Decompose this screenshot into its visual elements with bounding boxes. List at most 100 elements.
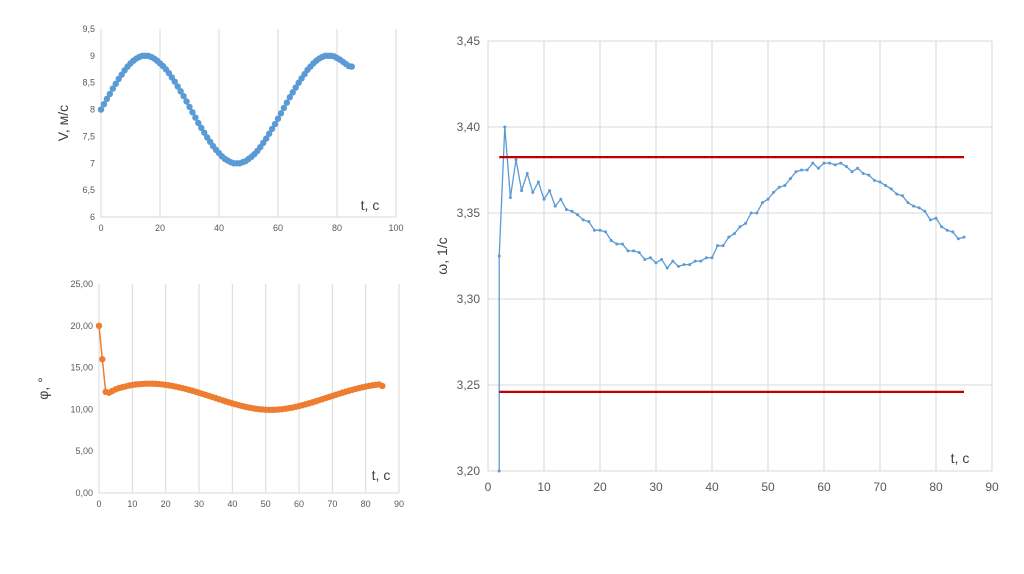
- data-point: [103, 95, 111, 103]
- data-point: [497, 469, 501, 473]
- x-tick-label: 40: [705, 480, 719, 494]
- y-tick-label: 25,00: [70, 279, 93, 289]
- x-tick-label: 50: [761, 480, 775, 494]
- data-point: [643, 257, 647, 261]
- chart-velocity: 0 20 40 60 80 100 6 6,5 7 7,5 8 8,5 9 9,5 t, с V, м/с: [55, 24, 404, 233]
- data-point: [772, 190, 776, 194]
- data-point: [738, 225, 742, 229]
- data-point: [274, 115, 282, 122]
- data-point: [732, 232, 736, 236]
- data-point: [109, 85, 117, 92]
- x-axis-title: t, с: [372, 467, 391, 483]
- y-tick-label: 0,00: [75, 488, 93, 498]
- x-tick-label: 30: [194, 499, 204, 509]
- data-point: [917, 206, 921, 210]
- y-tick-label: 8: [90, 105, 95, 115]
- x-tick-label: 70: [873, 480, 887, 494]
- x-tick-label: 80: [332, 223, 342, 233]
- data-point: [867, 173, 871, 177]
- data-point: [189, 109, 196, 116]
- data-point: [878, 180, 882, 184]
- data-point: [570, 209, 574, 213]
- data-point: [604, 230, 608, 234]
- x-tick-label: 20: [593, 480, 607, 494]
- data-point: [671, 259, 675, 263]
- data-point: [934, 216, 938, 220]
- data-point: [95, 322, 103, 329]
- chart-angle: 0 10 20 30 40 50 60 70 80 90 0,00 5,00 10,00 15,00 20,…: [35, 279, 404, 509]
- x-tick-label: 100: [388, 223, 403, 233]
- data-point: [945, 228, 949, 232]
- chart-omega: 0 10 20 30 40 50 60 70 80 90 3,20 3,25 3,30 3,35 3,40 3…: [434, 34, 999, 494]
- data-point: [951, 230, 955, 234]
- data-point: [956, 237, 960, 241]
- series-line: [98, 325, 383, 411]
- x-tick-label: 0: [96, 499, 101, 509]
- data-point: [97, 106, 105, 113]
- data-point: [263, 135, 270, 142]
- data-point: [755, 211, 759, 215]
- y-tick-label: 3,45: [457, 34, 481, 48]
- data-point: [379, 382, 386, 390]
- y-tick-label: 9,5: [82, 24, 95, 34]
- data-point: [289, 89, 296, 96]
- data-point: [180, 92, 187, 100]
- data-point: [174, 83, 181, 90]
- data-point: [514, 158, 518, 162]
- x-tick-label: 30: [649, 480, 663, 494]
- data-point: [598, 228, 602, 232]
- data-point: [794, 170, 798, 174]
- data-point: [280, 104, 288, 112]
- data-point: [348, 63, 355, 70]
- y-tick-label: 3,25: [457, 378, 481, 392]
- y-axis-title: φ, °: [35, 377, 51, 399]
- data-point: [564, 208, 568, 212]
- data-point: [928, 218, 932, 222]
- data-point: [283, 99, 291, 106]
- data-point: [884, 183, 888, 187]
- y-tick-label: 7,5: [82, 131, 95, 141]
- series-line: [100, 55, 352, 164]
- data-point: [648, 256, 652, 260]
- data-point: [805, 168, 809, 172]
- y-tick-label: 9: [90, 51, 95, 61]
- data-point: [923, 209, 927, 213]
- data-point: [906, 201, 910, 205]
- x-tick-label: 40: [227, 499, 237, 509]
- data-point: [520, 189, 524, 193]
- data-point: [192, 114, 199, 121]
- data-point: [609, 239, 613, 243]
- data-point: [716, 244, 720, 248]
- data-point: [660, 257, 664, 261]
- data-point: [195, 119, 202, 127]
- x-tick-label: 80: [361, 499, 371, 509]
- data-point: [100, 101, 108, 108]
- data-point: [654, 261, 658, 265]
- data-point: [816, 166, 820, 170]
- y-tick-label: 15,00: [70, 363, 93, 373]
- data-point: [548, 189, 552, 193]
- data-point: [962, 235, 966, 239]
- y-tick-label: 6,5: [82, 185, 95, 195]
- data-point: [553, 204, 557, 208]
- data-point: [587, 220, 591, 224]
- data-point: [760, 201, 764, 205]
- data-point: [286, 94, 293, 101]
- data-point: [693, 259, 697, 263]
- data-point: [777, 185, 781, 189]
- x-tick-label: 0: [98, 223, 103, 233]
- x-tick-label: 50: [261, 499, 271, 509]
- data-point: [559, 197, 563, 201]
- y-tick-label: 20,00: [70, 321, 93, 331]
- y-tick-label: 3,40: [457, 120, 481, 134]
- data-point: [676, 264, 680, 268]
- x-tick-label: 10: [537, 480, 551, 494]
- x-tick-label: 90: [985, 480, 999, 494]
- data-point: [900, 194, 904, 198]
- y-tick-label: 6: [90, 212, 95, 222]
- data-point: [177, 88, 184, 95]
- data-point: [828, 161, 832, 165]
- data-point: [665, 266, 669, 270]
- x-tick-label: 20: [161, 499, 171, 509]
- y-axis-title: ω, 1/с: [434, 237, 450, 274]
